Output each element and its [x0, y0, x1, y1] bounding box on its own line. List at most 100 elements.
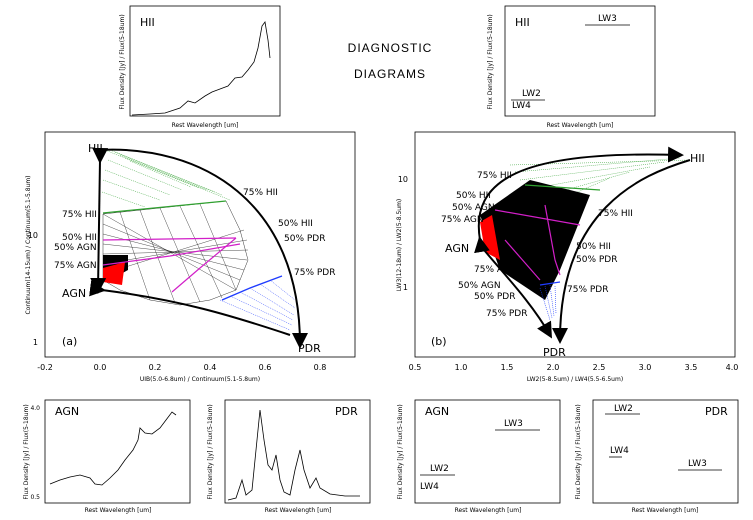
x-tick: -0.2: [37, 363, 53, 372]
spectrum-line: [131, 21, 271, 116]
level-label: 50% AGN: [452, 203, 495, 213]
y-axis-label: Flux Density [Jy] / Flux(5-18um): [207, 404, 214, 499]
panel-label: (b): [431, 335, 447, 348]
corner-pdr: PDR: [543, 346, 566, 359]
diagram-b: HII AGN PDR 75% HII 50% HII 50% AGN 75% …: [396, 131, 738, 383]
level-label: 75% AGN: [54, 261, 97, 271]
level-label: 50% HII: [576, 242, 611, 252]
x-tick: 0.5: [409, 363, 422, 372]
spectrum-label: PDR: [335, 405, 358, 418]
band-label-lw3: LW3: [504, 419, 523, 429]
band-label-lw2: LW2: [614, 404, 633, 414]
pdr-region-fan: [539, 284, 557, 321]
contour-75-hii: [102, 200, 227, 214]
y-tick: 1: [403, 283, 408, 292]
arrow-hii-pdr: [552, 159, 691, 344]
spectrum-label: HII: [515, 16, 530, 29]
mixing-grid-lines: [102, 203, 249, 304]
contour-50-agn: [102, 243, 241, 266]
spectrum-line: [227, 409, 360, 501]
diagram-a: HII AGN PDR 75% HII 75% HII 50% HII 50% …: [25, 131, 356, 383]
arrow-agn-pdr: [479, 244, 552, 339]
arrow-hii-pdr: [99, 148, 308, 349]
level-label: 75% AGN: [441, 215, 484, 225]
level-label: 75% HII: [62, 210, 97, 220]
x-axis-label: Rest Wavelength [um]: [172, 122, 239, 129]
spectrum-label: PDR: [705, 405, 728, 418]
spectrum-pdr-left: PDR Rest Wavelength [um] Flux Density [J…: [207, 399, 371, 514]
corner-pdr: PDR: [298, 342, 321, 355]
level-label: 75% HII: [477, 171, 512, 181]
x-tick: 3.0: [639, 363, 652, 372]
x-axis-label: Rest Wavelength [um]: [547, 122, 614, 129]
x-tick: 0.0: [94, 363, 107, 372]
level-label: 50% HII: [456, 191, 491, 201]
x-tick: 1.5: [501, 363, 514, 372]
level-label: 75% HII: [243, 188, 278, 198]
y-axis-label: LW3(12-18um) / LW2(5-8.5um): [396, 199, 403, 292]
x-tick: 1.0: [455, 363, 468, 372]
spectrum-label: AGN: [425, 405, 449, 418]
spectrum-agn-right: AGN LW3 LW2 LW4 Rest Wavelength [um] Flu…: [397, 399, 561, 514]
agn-red-region: [103, 262, 125, 285]
level-label: 50% PDR: [576, 255, 617, 265]
x-axis-label: LW2(5-8.5um) / LW4(5.5-6.5um): [527, 376, 623, 383]
band-label-lw2: LW2: [522, 89, 541, 99]
x-tick: 2.0: [547, 363, 560, 372]
x-tick: 0.2: [149, 363, 162, 372]
level-label: 50% PDR: [474, 292, 515, 302]
y-axis-label: Flux Density [Jy] / Flux(5-18um): [487, 14, 494, 109]
band-label-lw3: LW3: [688, 459, 707, 469]
y-tick: 1: [33, 338, 38, 347]
corner-hii: HII: [88, 142, 103, 155]
contour-50-pdr: [171, 237, 237, 293]
x-axis-label: Rest Wavelength [um]: [265, 507, 332, 514]
spectrum-line: [49, 411, 177, 486]
x-axis-label: Rest Wavelength [um]: [455, 507, 522, 514]
level-label: 75% PDR: [294, 268, 335, 278]
pdr-region-fan: [219, 279, 296, 331]
panel-label: (a): [62, 335, 77, 348]
level-label: 50% AGN: [458, 281, 501, 291]
title-line-1: DIAGNOSTIC: [348, 41, 433, 55]
band-label-lw3: LW3: [598, 14, 617, 24]
x-axis-label: Rest Wavelength [um]: [632, 507, 699, 514]
contour-50-hii: [102, 237, 237, 241]
x-tick: 2.5: [593, 363, 606, 372]
y-axis-label: Flux Density [Jy] / Flux(5-18um): [575, 404, 582, 499]
spectrum-hii-right: HII LW3 LW2 LW4 Rest Wavelength [um] Flu…: [487, 5, 656, 129]
plot-frame: [44, 131, 356, 358]
y-tick: 0.5: [30, 494, 40, 501]
contour-75-pdr: [539, 281, 561, 286]
y-axis-label: Continuum(14-15um) / Continuum(5.1-5.8um…: [25, 175, 32, 314]
spectrum-hii-left: HII Rest Wavelength [um] Flux Density [J…: [119, 5, 281, 129]
level-label: 50% HII: [62, 233, 97, 243]
y-tick: 10: [398, 175, 408, 184]
title-line-2: DIAGRAMS: [354, 67, 426, 81]
x-axis-label: Rest Wavelength [um]: [85, 507, 152, 514]
mixing-mesh: [102, 200, 249, 306]
corner-agn: AGN: [62, 287, 86, 300]
y-axis-label: Flux Density [Jy] / Flux(5-18um): [397, 404, 404, 499]
level-label: 50% PDR: [284, 234, 325, 244]
arrow-agn-hii: [474, 146, 684, 254]
band-label-lw4: LW4: [512, 101, 531, 111]
arrow-hii-agn: [90, 147, 109, 294]
level-label: 75% AGN: [474, 265, 517, 275]
spectrum-pdr-right: PDR LW2 LW4 LW3 Rest Wavelength [um] Flu…: [575, 399, 739, 514]
y-axis-label: Flux Density [Jy] / Flux(5-18um): [23, 404, 30, 499]
arrow-agn-pdr: [89, 280, 291, 336]
spectrum-agn-left: AGN Rest Wavelength [um] 4.0 0.5 Flux De…: [23, 399, 191, 514]
y-axis-label: Flux Density [Jy] / Flux(5-18um): [119, 14, 126, 109]
corner-agn: AGN: [445, 242, 469, 255]
band-label-lw2: LW2: [430, 464, 449, 474]
x-tick: 0.6: [259, 363, 272, 372]
level-label: 50% HII: [278, 219, 313, 229]
band-label-lw4: LW4: [610, 446, 629, 456]
level-label: 75% PDR: [486, 309, 527, 319]
band-label-lw4: LW4: [420, 482, 439, 492]
x-axis-label: UIB(5.0-6.8um) / Continuum(5.1-5.8um): [140, 376, 260, 383]
y-tick: 4.0: [30, 405, 40, 412]
x-tick: 3.5: [685, 363, 698, 372]
